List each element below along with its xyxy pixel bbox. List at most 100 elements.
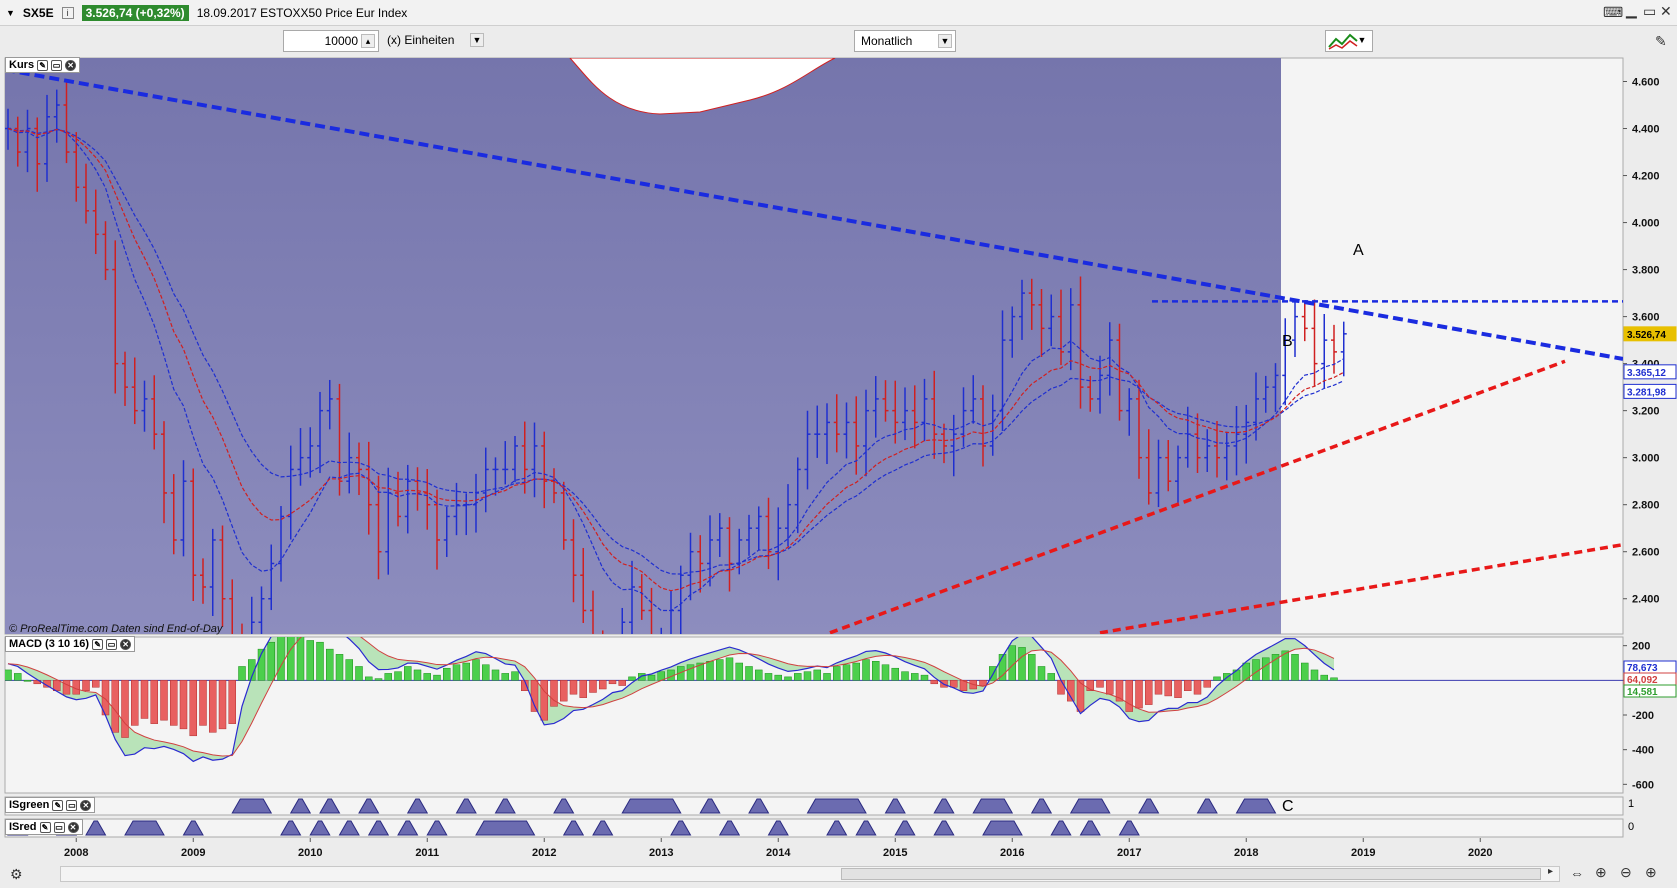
macd-histogram-bar [355,666,363,681]
settings-icon[interactable]: ⚙ [10,866,23,882]
macd-histogram-bar [23,680,32,682]
macd-histogram-bar [1096,680,1104,688]
macd-histogram-bar [1310,669,1319,681]
trend-blue-down [5,67,1623,361]
isgreen-pulse [1138,798,1160,814]
macd-histogram-bar [335,654,344,681]
y-tick-label: 4.400 [1632,124,1660,136]
macd-histogram-bar [1164,680,1172,697]
close-panel-icon[interactable]: ✕ [120,638,132,650]
price-panel[interactable] [4,57,1624,635]
window-icon[interactable]: ▭ [66,799,78,811]
wrench-icon[interactable]: ✎ [37,59,49,71]
macd-histogram-bar [599,680,607,690]
macd-panel[interactable] [4,636,1624,794]
macd-histogram-bar [1154,680,1163,695]
y-tick-label: 3.600 [1632,312,1660,324]
horizontal-scrollbar[interactable] [60,866,1560,882]
macd-histogram-bar [238,666,246,681]
stepper-arrows-icon[interactable]: ▴ [361,34,375,48]
chart-style-button[interactable]: ▼ [1325,30,1373,52]
units-stepper[interactable]: 10000 ▴ [283,30,379,52]
isgreen-pulse [494,798,516,814]
wrench-icon[interactable]: ✎ [92,638,104,650]
title-bar: ▼ SX5E i 3.526,74 (+0,32%) 18.09.2017 ES… [0,0,1677,26]
price-panel-label[interactable]: Kurs ✎ ▭ ✕ [5,57,81,73]
macd-histogram-bar [930,680,938,685]
macd-histogram-bar [1086,680,1094,691]
macd-histogram-bar [725,657,734,681]
macd-histogram-bar [794,673,802,681]
macd-histogram-bar [306,640,314,681]
macd-histogram-bar [998,654,1007,681]
keyboard-icon[interactable]: ⌨ [1603,4,1624,20]
macd-histogram-bar [667,669,675,681]
period-select[interactable]: Monatlich ▼ [854,30,956,52]
isred-pulse [426,820,448,836]
macd-histogram-bar [618,680,626,686]
window-icon[interactable]: ▭ [106,638,118,650]
x-tick-label: 2010 [298,847,322,859]
chevron-down-icon[interactable]: ▼ [470,33,484,47]
macd-histogram-bar [170,680,178,726]
macd-histogram-bar [1320,674,1328,681]
macd-histogram-bar [1184,680,1192,691]
macd-histogram-bar [872,661,880,681]
macd-histogram-bar [842,664,851,681]
macd-histogram-bar [1057,680,1065,695]
close-panel-icon[interactable]: ✕ [80,799,92,811]
macd-histogram-bar [511,671,519,681]
wrench-icon[interactable]: ✎ [52,799,64,811]
x-tick-label: 2018 [1234,847,1258,859]
close-panel-icon[interactable]: ✕ [65,59,77,71]
y-tick-label: 2.800 [1632,500,1660,512]
draw-tools-icon[interactable]: ✎ [1655,33,1667,49]
isgreen-pulse [748,798,770,814]
isgreen-panel[interactable] [4,796,1624,816]
macd-histogram-bar [1037,666,1046,681]
macd-histogram-bar [101,680,110,716]
close-icon[interactable]: ✕ [1660,3,1672,19]
y-tick-label: 2.600 [1632,547,1660,559]
isred-panel[interactable] [4,818,1624,838]
scrollbar-thumb[interactable] [841,868,1541,880]
macd-histogram-bar [1125,680,1133,712]
isgreen-panel-label[interactable]: ISgreen ✎ ▭ ✕ [5,797,96,813]
macd-y-tick-label: -600 [1632,779,1654,791]
macd-histogram-bar [179,680,188,730]
maximize-icon[interactable]: ▭ [1643,3,1657,19]
chevron-down-icon[interactable]: ▼ [938,34,952,48]
macd-histogram-bar [579,680,587,698]
x-tick-label: 2016 [1000,847,1024,859]
symbol-label[interactable]: SX5E [22,5,54,20]
isred-panel-label[interactable]: ISred ✎ ▭ ✕ [5,819,83,835]
isgreen-pulse [358,798,380,814]
fit-icon[interactable]: ⇔ [1570,865,1584,881]
macd-histogram-bar [33,680,41,685]
x-tick-label: 2015 [883,847,907,859]
isgreen-pulse [1235,798,1277,814]
zoom-fit-icon[interactable]: ⊕ [1595,864,1607,880]
macd-panel-label[interactable]: MACD (3 10 16) ✎ ▭ ✕ [5,636,136,652]
close-panel-icon[interactable]: ✕ [67,821,79,833]
minimize-icon[interactable]: ▁ [1626,2,1637,18]
isgreen-pulse [319,798,341,814]
y-tick-label: 2.400 [1632,594,1660,606]
zoom-in-icon[interactable]: ⊕ [1645,864,1657,880]
macd-histogram-bar [1262,657,1270,681]
scroll-right-icon[interactable]: ▸ [1548,866,1554,877]
info-icon[interactable]: i [61,6,74,19]
zoom-out-icon[interactable]: ⊖ [1620,864,1632,880]
chevron-down-icon[interactable]: ▼ [1357,35,1367,45]
isred-pulse [855,820,877,836]
isred-pulse [826,820,848,836]
window-icon[interactable]: ▭ [51,59,63,71]
units-select[interactable]: (x) Einheiten ▼ [381,30,487,52]
window-icon[interactable]: ▭ [53,821,65,833]
isred-pulse [280,820,302,836]
wrench-icon[interactable]: ✎ [39,821,51,833]
macd-histogram-bar [43,680,51,688]
macd-histogram-bar [1213,676,1221,681]
chevron-down-icon[interactable]: ▼ [6,7,15,18]
